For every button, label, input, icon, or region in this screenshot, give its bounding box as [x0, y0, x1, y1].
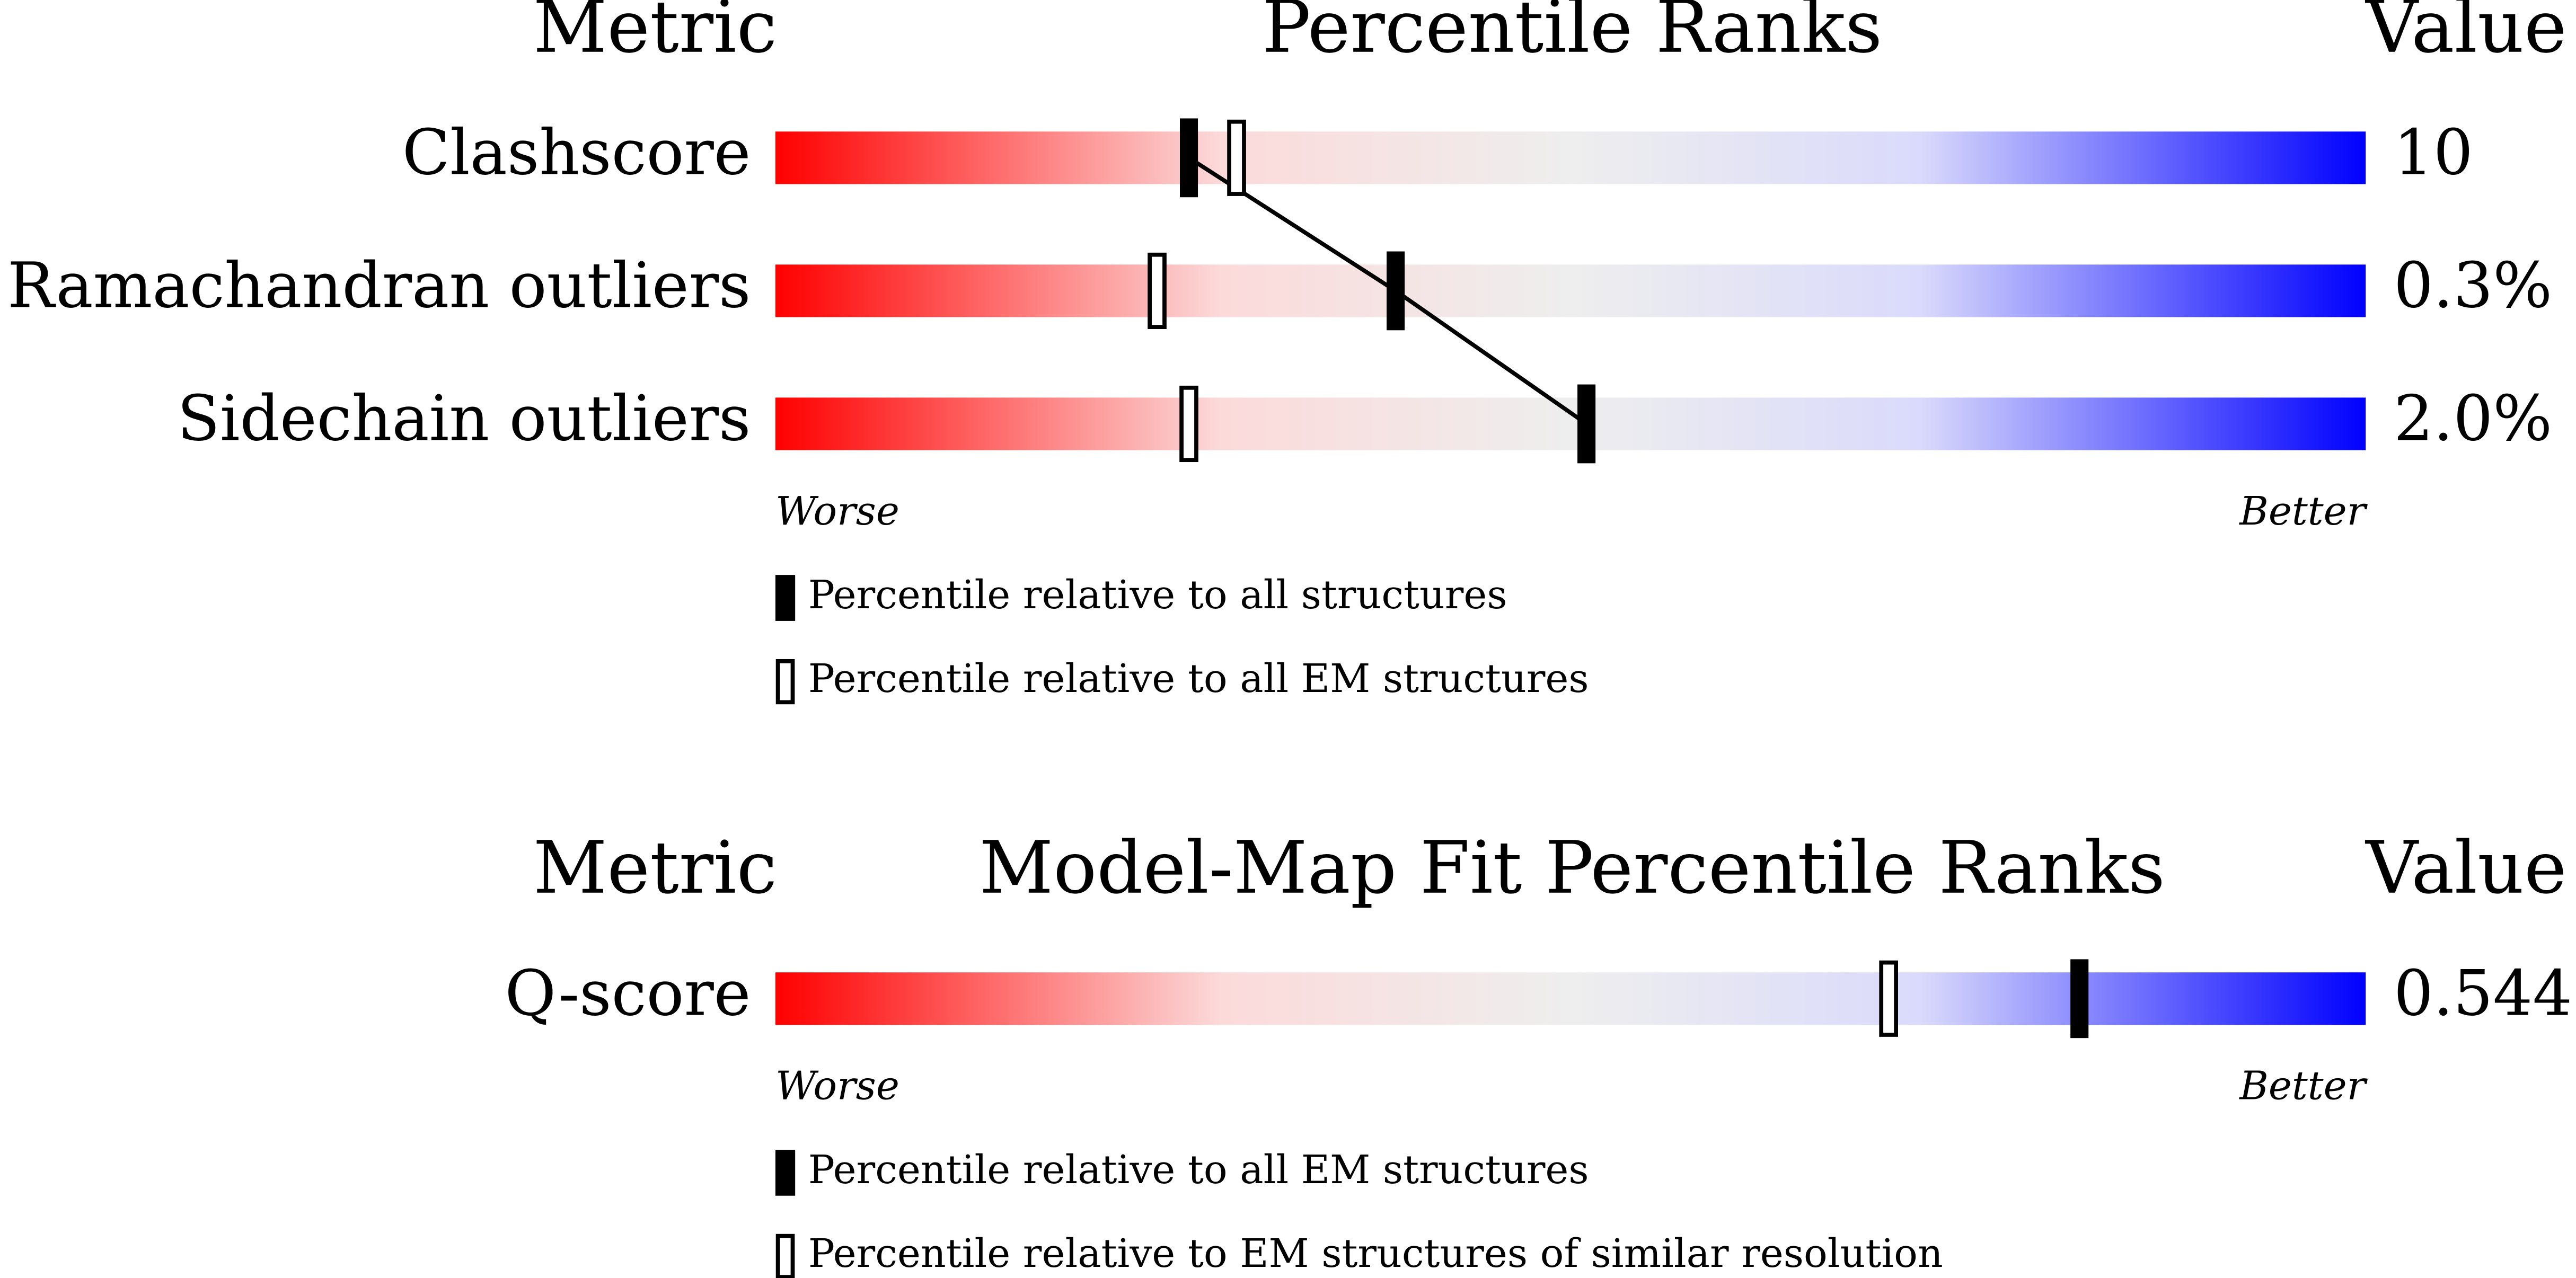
metric-value: 0.3% — [2394, 249, 2552, 322]
worse-label: Worse — [775, 1063, 899, 1109]
legend-label: Percentile relative to EM structures of … — [808, 1230, 1943, 1276]
all-percentile-marker — [1577, 384, 1596, 464]
better-label: Better — [2238, 488, 2368, 534]
legend-icon-open — [775, 1233, 795, 1278]
metric-label: Q-score — [505, 957, 751, 1030]
gradient-bar — [775, 972, 2366, 1025]
all-percentile-marker — [2070, 959, 2089, 1039]
value-header: Value — [2365, 826, 2566, 910]
metric-header: Metric — [533, 0, 777, 69]
metric-value: 2.0% — [2394, 383, 2552, 455]
value-header: Value — [2365, 0, 2566, 69]
gradient-bar — [775, 131, 2366, 184]
better-label: Better — [2238, 1063, 2368, 1109]
legend-icon-filled — [775, 575, 796, 621]
all-percentile-marker — [1387, 251, 1405, 331]
metric-value: 0.544 — [2394, 957, 2572, 1030]
em-percentile-marker — [1879, 960, 1898, 1037]
em-percentile-marker — [1148, 252, 1167, 329]
metric-label: Clashscore — [402, 116, 751, 189]
all-percentile-marker — [1179, 118, 1198, 198]
panel-title: Percentile Ranks — [1262, 0, 1882, 69]
legend-label: Percentile relative to all EM structures — [808, 1147, 1589, 1193]
panel-title: Model-Map Fit Percentile Ranks — [980, 826, 2165, 910]
gradient-bar — [775, 264, 2366, 317]
legend-label: Percentile relative to all structures — [808, 572, 1507, 618]
em-percentile-marker — [1179, 385, 1198, 463]
metric-label: Ramachandran outliers — [7, 249, 751, 322]
legend-icon-open — [775, 659, 795, 705]
em-percentile-marker — [1227, 119, 1246, 196]
metric-header: Metric — [533, 826, 777, 910]
metric-value: 10 — [2394, 116, 2473, 189]
legend-label: Percentile relative to all EM structures — [808, 655, 1589, 702]
legend-icon-filled — [775, 1149, 796, 1196]
gradient-bar — [775, 397, 2366, 450]
worse-label: Worse — [775, 488, 899, 534]
metric-label: Sidechain outliers — [177, 383, 751, 455]
